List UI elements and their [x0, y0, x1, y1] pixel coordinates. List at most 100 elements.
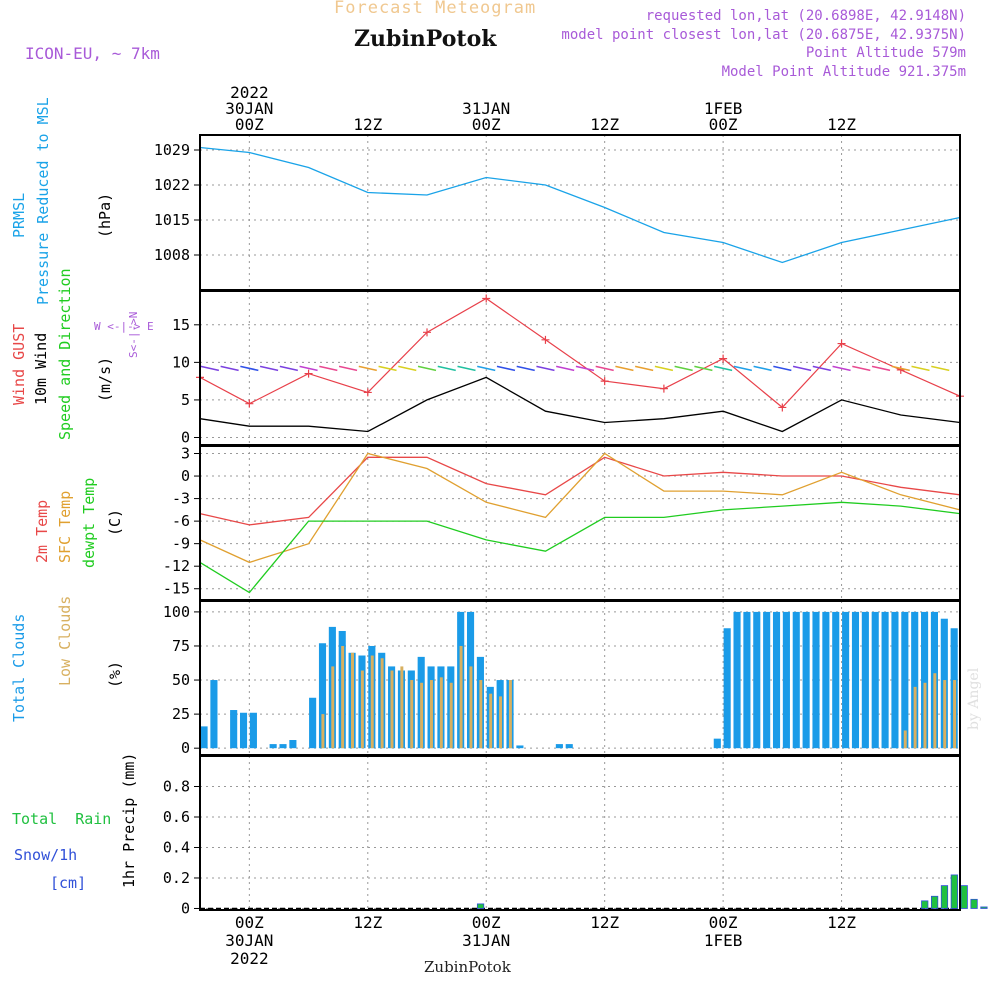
total-clouds-bar — [309, 697, 317, 749]
wind-arrow — [733, 365, 753, 372]
t2m-line — [199, 456, 961, 526]
y-tick-label: 50 — [172, 671, 190, 689]
total-clouds-bar — [565, 744, 573, 749]
wind-arrow — [615, 365, 634, 372]
low-clouds-bar — [923, 682, 927, 749]
gust-marker — [482, 294, 491, 303]
y-tick-label: 1029 — [154, 141, 190, 159]
low-clouds-bar — [933, 673, 937, 749]
wind-arrow — [575, 365, 595, 372]
total-clouds-bar — [249, 712, 257, 749]
bottom-time-label: 1FEB — [704, 931, 743, 950]
y-tick-label: 0.6 — [163, 808, 190, 826]
top-time-label: 30JAN — [225, 99, 273, 118]
low-clouds-bar — [903, 730, 907, 749]
gust-marker — [778, 403, 787, 412]
total-clouds-bar — [743, 611, 751, 749]
total-clouds-bar — [861, 611, 869, 749]
y-tick-label: 10 — [172, 353, 190, 371]
y-tick-label: -6 — [172, 512, 190, 530]
gust-marker — [363, 388, 372, 397]
y-tick-label: 1015 — [154, 211, 190, 229]
total-clouds-bar — [210, 680, 218, 749]
dewpt-label: dewpt Temp — [80, 478, 98, 568]
pressure-unit: (hPa) — [96, 193, 114, 238]
y-tick-label: 0.8 — [163, 777, 190, 795]
low-clouds-bar — [370, 655, 374, 749]
wind-arrow — [240, 365, 259, 372]
gust-label: Wind GUST — [10, 324, 28, 405]
total-clouds-bar — [239, 712, 248, 749]
panel-frame — [199, 134, 961, 291]
gust-marker — [719, 354, 728, 363]
low-clouds-bar — [508, 680, 512, 749]
total-clouds-bar — [289, 740, 297, 749]
total-clouds-bar — [713, 738, 721, 749]
top-time-label: 00Z — [472, 115, 501, 134]
y-tick-label: 3 — [181, 445, 190, 463]
y-tick-label: 15 — [172, 316, 190, 334]
pressure-label-1: PRMSL — [10, 193, 28, 238]
gust-line — [199, 297, 961, 409]
total-clouds-bar — [516, 745, 524, 749]
wind-arrow — [852, 365, 871, 372]
wind-arrow — [694, 365, 713, 372]
low-clouds-bar — [400, 666, 404, 749]
dewpt-line — [199, 501, 961, 594]
wind-arrow — [516, 365, 535, 372]
gust-marker — [541, 335, 550, 344]
wind10-label: 10m Wind — [32, 333, 50, 405]
top-time-label: 1FEB — [704, 99, 743, 118]
wind-arrow — [200, 365, 220, 372]
top-time-label: 00Z — [709, 115, 738, 134]
total-clouds-bar — [851, 611, 860, 749]
model-name: ICON-EU, ~ 7km — [25, 44, 160, 63]
wind-arrow — [911, 365, 930, 372]
wind-arrow — [398, 365, 417, 372]
wind-arrow — [220, 365, 239, 372]
y-tick-label: 100 — [163, 603, 190, 621]
wind-arrow — [792, 365, 812, 372]
total-clouds-bar — [733, 611, 741, 749]
wind-arrow — [496, 365, 516, 372]
low-clouds-bar — [390, 670, 394, 749]
sfc-temp-label: SFC Temp — [56, 491, 74, 563]
low-clouds-bar — [321, 714, 325, 749]
total-clouds-bar — [911, 611, 919, 749]
y-tick-label: 0 — [181, 739, 190, 757]
wind-arrow — [437, 365, 456, 372]
total-clouds-bar — [269, 744, 277, 749]
gust-marker — [423, 328, 432, 337]
wind-arrow — [812, 365, 831, 372]
bottom-location: ZubinPotok — [424, 958, 511, 976]
y-tick-label: 1022 — [154, 176, 190, 194]
top-time-label: 12Z — [353, 115, 382, 134]
precip-axis-label: 1hr Precip (mm) — [120, 753, 138, 888]
low-clouds-bar — [410, 680, 414, 749]
wind-arrow — [477, 365, 496, 372]
wind-arrow — [457, 365, 476, 372]
top-time-label: 00Z — [235, 115, 264, 134]
bottom-time-label: 12Z — [590, 913, 619, 932]
wind-arrow — [556, 365, 575, 372]
total-clouds-bar — [200, 726, 208, 749]
total-clouds-bar — [812, 611, 820, 749]
rain-bar — [921, 900, 929, 909]
wind-arrow — [773, 365, 792, 372]
pressure-line — [199, 146, 961, 264]
total-clouds-bar — [723, 628, 731, 749]
low-clouds-bar — [943, 680, 947, 749]
y-tick-label: 0.2 — [163, 869, 190, 887]
low-clouds-bar — [953, 680, 957, 749]
total-clouds-bar — [871, 611, 879, 749]
wind10-line — [199, 376, 961, 433]
pressure-label-2: Pressure Reduced to MSL — [34, 97, 52, 305]
wind-arrow — [634, 365, 654, 372]
rain-bar — [940, 885, 949, 909]
total-clouds-bar — [881, 611, 889, 749]
total-clouds-bar — [753, 611, 761, 749]
y-tick-label: 0.4 — [163, 838, 190, 856]
total-clouds-bar — [279, 744, 287, 749]
panel-frame — [199, 445, 961, 601]
gust-marker — [659, 384, 668, 393]
